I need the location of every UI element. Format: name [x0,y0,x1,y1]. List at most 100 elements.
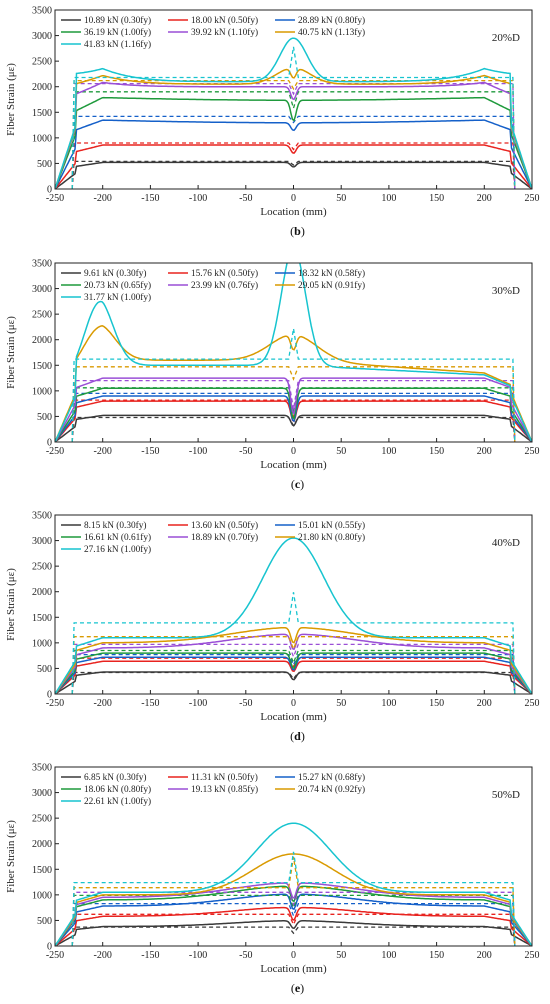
legend-entry: 28.89 kN (0.80fy) [298,15,365,26]
x-tick-label: -100 [189,698,207,709]
panel-label: (c) [291,477,304,491]
legend-entry: 15.01 kN (0.55fy) [298,520,365,531]
panel-tag: 40%D [492,537,520,549]
legend-entry: 39.92 kN (1.10fy) [191,27,258,38]
x-tick-label: -50 [239,950,252,961]
x-tick-label: 250 [525,950,540,961]
series-line [55,652,532,694]
series-line [55,263,532,442]
legend-entry: 31.77 kN (1.00fy) [84,292,151,303]
y-tick-label: 0 [47,942,52,953]
y-tick-label: 2000 [32,82,52,93]
series-line [55,414,532,442]
legend-entry: 23.99 kN (0.76fy) [191,280,258,291]
x-axis-label: Location (mm) [260,206,327,218]
y-tick-label: 3000 [32,536,52,547]
x-tick-label: 50 [336,698,346,709]
y-tick-label: 1000 [32,890,52,901]
series-dashed-line [71,592,516,694]
x-tick-label: 200 [477,193,492,204]
y-tick-label: 0 [47,185,52,196]
x-tick-label: -100 [189,193,207,204]
series-line [55,96,532,189]
chart-panel: -250 -200 -150 -100 -50 0 50 100 150 200 250050010… [5,511,540,744]
x-tick-label: 200 [477,698,492,709]
legend-entry: 22.61 kN (1.00fy) [84,796,151,807]
x-tick-label: -150 [141,446,159,457]
series-line [55,81,532,189]
legend: 8.15 kN (0.30fy) 13.60 kN (0.50fy) 15.01 k… [61,520,365,555]
x-tick-label: 200 [477,950,492,961]
x-tick-label: 0 [291,193,296,204]
x-tick-label: 150 [429,446,444,457]
panel-tag: 30%D [492,285,520,297]
series-dashed-line [71,46,516,189]
y-tick-label: 1500 [32,613,52,624]
legend-entry: 16.61 kN (0.61fy) [84,532,151,543]
x-tick-label: 150 [429,698,444,709]
legend-entry: 8.15 kN (0.30fy) [84,520,147,531]
legend-entry: 20.74 kN (0.92fy) [298,784,365,795]
series-line [55,387,532,442]
y-tick-label: 2500 [32,814,52,825]
series-dashed-line [71,851,516,946]
series-line [55,633,532,694]
legend-entry: 21.80 kN (0.80fy) [298,532,365,543]
x-tick-label: -50 [239,446,252,457]
series-line [55,537,532,694]
x-tick-label: -100 [189,950,207,961]
y-tick-label: 500 [37,664,52,675]
x-tick-label: -200 [94,193,112,204]
y-tick-label: 3000 [32,31,52,42]
x-tick-label: -150 [141,698,159,709]
x-axis-label: Location (mm) [260,963,327,975]
x-tick-label: 100 [381,698,396,709]
x-axis-label: Location (mm) [260,711,327,723]
series-dashed-line [71,653,516,694]
legend-entry: 10.89 kN (0.30fy) [84,15,151,26]
x-axis-label: Location (mm) [260,459,327,471]
x-tick-label: 250 [525,193,540,204]
x-tick-label: -150 [141,950,159,961]
x-tick-label: 100 [381,193,396,204]
x-tick-label: 50 [336,446,346,457]
series-dashed-line [71,328,516,442]
series-line [55,906,532,946]
legend-entry: 9.61 kN (0.30fy) [84,268,147,279]
legend-entry: 27.16 kN (1.00fy) [84,544,151,555]
y-tick-label: 3500 [32,6,52,17]
y-tick-label: 500 [37,916,52,927]
x-tick-label: -200 [94,950,112,961]
y-tick-label: 3500 [32,259,52,270]
y-tick-label: 1500 [32,865,52,876]
y-tick-label: 2000 [32,335,52,346]
panel-tag: 20%D [492,32,520,44]
x-tick-label: -200 [94,698,112,709]
x-tick-label: 200 [477,446,492,457]
legend: 10.89 kN (0.30fy) 18.00 kN (0.50fy) 28.89 … [61,15,365,50]
series-line [55,119,532,189]
legend-entry: 41.83 kN (1.16fy) [84,39,151,50]
y-tick-label: 3500 [32,763,52,774]
series-line [55,377,532,442]
y-axis-label: Fiber Strain (με) [5,820,17,893]
series-line [55,395,532,442]
series-line [55,626,532,694]
panel-label: (e) [291,981,304,995]
legend: 6.85 kN (0.30fy) 11.31 kN (0.50fy) 15.27 k… [61,772,365,807]
x-tick-label: -200 [94,446,112,457]
series-line [55,161,532,189]
series-dashed-line [71,902,516,946]
x-tick-label: 50 [336,193,346,204]
series-line [55,660,532,694]
series-dashed-line [71,891,516,946]
legend-entry: 18.32 kN (0.58fy) [298,268,365,279]
panel-tag: 50%D [492,789,520,801]
series-line [55,885,532,946]
legend-entry: 18.06 kN (0.80fy) [84,784,151,795]
chart-panel: -250 -200 -150 -100 -50 0 50 100 150 200 250050010… [5,259,540,492]
series-dashed-line [71,79,516,189]
y-tick-label: 1500 [32,361,52,372]
y-tick-label: 2500 [32,57,52,68]
